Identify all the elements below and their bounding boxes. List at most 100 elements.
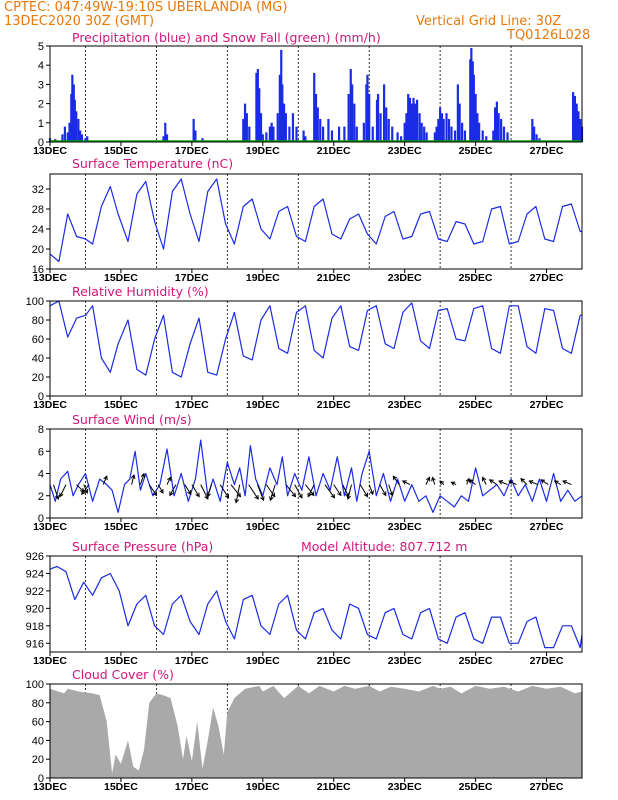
pressure-y-tick-label: 926 (26, 551, 44, 563)
wind-arrow (59, 484, 67, 498)
precip-bar (201, 138, 204, 142)
wind-x-tick-label: 23DEC (388, 521, 422, 533)
precip-bar (371, 126, 374, 142)
wind-arrow (401, 480, 411, 486)
precip-bar (579, 118, 582, 142)
precip-x-tick-label: 13DEC (33, 145, 67, 157)
temp-line (49, 178, 582, 263)
wind-arrow (206, 484, 212, 498)
wind-arrow (184, 484, 192, 496)
precip-y-tick-label: 1 (38, 118, 44, 130)
precip-bar (77, 118, 80, 142)
precip-bar (478, 122, 481, 142)
precip-bar (385, 107, 388, 142)
precip-bar (80, 134, 84, 142)
precip-bar (304, 136, 307, 142)
wind-arrow (248, 484, 259, 500)
pressure-x-tick-label: 21DEC (317, 655, 351, 667)
precip-bar (387, 118, 390, 142)
precip-bar (396, 132, 399, 142)
precip-bar (538, 138, 541, 142)
precip-bar (418, 113, 421, 142)
precip-bar (282, 103, 286, 142)
wind-y-tick-label: 0 (38, 513, 44, 525)
precip-bar (268, 126, 271, 142)
precip-bar (575, 103, 578, 142)
precip-y-tick-label: 3 (38, 79, 44, 91)
pressure-y-tick-label: 922 (26, 586, 44, 598)
cloud-y-tick-label: 0 (38, 773, 44, 785)
rh-y-tick-label: 40 (32, 353, 44, 365)
wind-arrow (346, 484, 352, 501)
wind-x-tick-label: 19DEC (246, 521, 280, 533)
rh-y-tick-label: 20 (32, 372, 44, 384)
pressure-frame (49, 555, 583, 653)
precip-frame (49, 45, 583, 143)
precip-bar (572, 92, 575, 142)
precip-bar (463, 130, 467, 142)
wind-arrow (468, 479, 476, 485)
temp-frame (49, 173, 583, 270)
rh-x-tick-label: 17DEC (175, 399, 209, 411)
wind-arrow (81, 484, 90, 496)
precip-bar (259, 113, 263, 142)
panels: Precipitation (blue) and Snow Fall (gree… (26, 30, 584, 793)
temp-x-tick-label: 19DEC (246, 272, 280, 284)
precip-bar (474, 94, 477, 142)
wind-arrow (379, 484, 387, 497)
cloud-y-tick-label: 40 (32, 735, 44, 747)
pressure-x-tick-label: 17DEC (175, 655, 209, 667)
precip-bar (242, 118, 245, 142)
precip-bar (84, 138, 87, 142)
precip-bar (75, 111, 78, 142)
model-code: TQ0126L028 (506, 28, 590, 43)
pressure-x-tick-label: 19DEC (246, 655, 280, 667)
wind-arrow (465, 477, 471, 485)
precip-bar (470, 47, 473, 142)
temp-x-tick-label: 25DEC (459, 272, 493, 284)
wind-x-tick-label: 15DEC (104, 521, 138, 533)
precip-bar (435, 126, 438, 142)
wind-arrow (540, 479, 549, 486)
precip-bar (353, 103, 356, 142)
wind-arrow (169, 484, 177, 497)
temp-x-tick-label: 23DEC (388, 272, 422, 284)
precip-bar (535, 134, 538, 142)
precip-x-tick-label: 27DEC (530, 145, 564, 157)
rh-x-tick-label: 21DEC (317, 399, 351, 411)
wind-arrow (388, 484, 394, 497)
wind-arrow (230, 484, 242, 498)
wind-arrow (234, 484, 241, 504)
precip-bar (79, 130, 82, 142)
cloud-title: Cloud Cover (%) (72, 667, 174, 682)
precip-panel: Precipitation (blue) and Snow Fall (gree… (33, 30, 584, 157)
cloud-panel: Cloud Cover (%) 0 20 40 60 80 100 13DEC 15DEC 17D… (26, 667, 583, 793)
pressure-panel: Surface Pressure (hPa) Model Altitude: 80… (26, 539, 583, 667)
precip-x-tick-label: 15DEC (104, 145, 138, 157)
rh-panel: Relative Humidity (%) 0 20 40 60 80 100 13DEC 15… (26, 284, 583, 411)
precip-bar (497, 113, 500, 142)
precip-bar (243, 103, 247, 142)
precip-y-tick-label: 0 (38, 137, 44, 149)
precip-bar (368, 94, 371, 142)
pressure-y-tick-label: 924 (26, 568, 44, 580)
precip-y-tick-label: 2 (38, 99, 44, 111)
precip-bar (68, 122, 71, 142)
precip-bar (531, 118, 534, 142)
cloud-x-tick-label: 23DEC (388, 781, 422, 793)
precip-y-tick-label: 4 (38, 60, 44, 72)
precip-bar (376, 94, 380, 142)
pressure-x-tick-label: 27DEC (530, 655, 564, 667)
precip-x-tick-label: 23DEC (388, 145, 422, 157)
precip-bar (321, 126, 325, 142)
precip-bar (291, 113, 295, 142)
precip-bar (382, 84, 386, 142)
precip-bar (476, 113, 479, 142)
precip-bar (284, 113, 287, 142)
precip-bar (447, 118, 451, 142)
pressure-line (49, 565, 583, 649)
precip-bar (63, 126, 66, 142)
precip-bar (73, 99, 76, 142)
wind-arrow (392, 475, 400, 485)
precip-bar (414, 103, 417, 142)
